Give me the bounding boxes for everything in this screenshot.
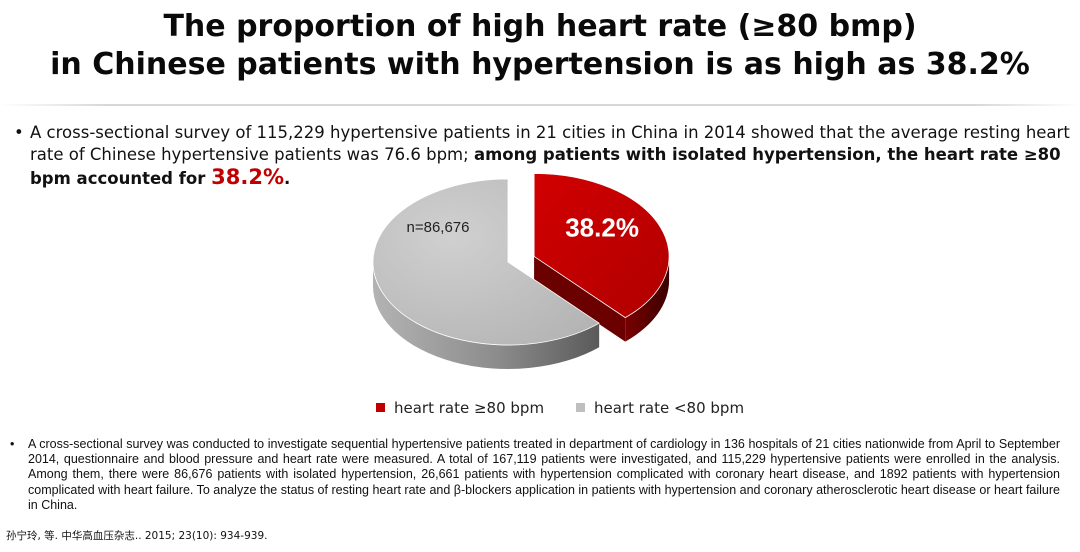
title-line-1: The proportion of high heart rate (≥80 b… — [163, 9, 917, 44]
legend-swatch-low — [576, 403, 585, 412]
note-bullet-marker: • — [10, 437, 15, 451]
pie-data-label-0: 38.2% — [565, 212, 639, 242]
pie-slice-1 — [372, 178, 600, 346]
legend-swatch-high — [376, 403, 385, 412]
pie-slice-wall-0 — [534, 256, 626, 342]
summary-highlight-percent: 38.2% — [211, 165, 284, 189]
summary-text-bold: among patients with isolated hypertensio… — [30, 145, 1061, 188]
note-text: A cross-sectional survey was conducted t… — [28, 437, 1060, 512]
bullet-marker: • — [14, 123, 24, 142]
summary-bullet: • A cross-sectional survey of 115,229 hy… — [14, 122, 1070, 190]
slide-title: The proportion of high heart rate (≥80 b… — [0, 8, 1080, 84]
legend-item-low: heart rate <80 bpm — [576, 399, 744, 417]
pie-data-label-1: n=86,676 — [407, 219, 470, 236]
summary-text: A cross-sectional survey of 115,229 hype… — [30, 122, 1070, 190]
summary-text-end: . — [283, 169, 291, 188]
title-line-2: in Chinese patients with hypertension is… — [50, 47, 1030, 82]
summary-text-normal: A cross-sectional survey of 115,229 hype… — [30, 123, 1070, 164]
legend-label-high: heart rate ≥80 bpm — [394, 399, 545, 417]
methods-note: • A cross-sectional survey was conducted… — [10, 437, 1060, 513]
pie-slice-side-0-0 — [625, 256, 670, 342]
chart-legend: heart rate ≥80 bpm heart rate <80 bpm — [0, 399, 1080, 419]
legend-item-high: heart rate ≥80 bpm — [376, 399, 544, 417]
reference-citation: 孙宁玲, 等. 中华高血压杂志.. 2015; 23(10): 934-939. — [6, 530, 268, 542]
title-divider — [0, 104, 1080, 106]
pie-slice-0 — [533, 173, 670, 319]
legend-label-low: heart rate <80 bpm — [594, 399, 745, 417]
